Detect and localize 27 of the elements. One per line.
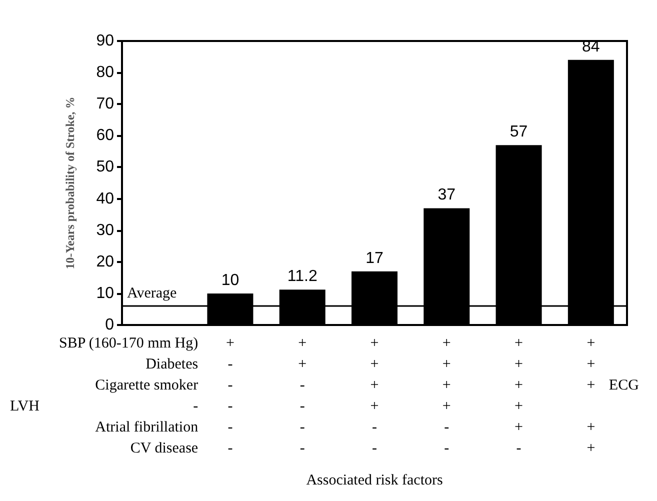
x-tick-label: + - - - - -	[226, 336, 234, 456]
data-label: 17	[366, 250, 384, 267]
y-tick-label: 40	[96, 190, 114, 208]
data-label: 57	[510, 124, 528, 141]
y-tick-label: 80	[96, 64, 114, 82]
text: LVH	[10, 398, 40, 414]
x-tick-label: SBP (160-170 mm Hg) Diabetes Cigarette smoker - Atrial fibrillation CV disease	[59, 336, 199, 456]
x-tick-label: + + - - - -	[298, 336, 307, 456]
data-label: 10	[221, 272, 240, 289]
text: ECG	[608, 378, 640, 394]
data-label: 11.2	[287, 268, 318, 286]
y-axis-title: 10-Years probability of Stroke, %	[63, 96, 77, 270]
ref-line-label: Average	[127, 286, 178, 302]
y-tick-label: 50	[96, 158, 114, 176]
x-tick-label: + + + + - -	[442, 336, 451, 456]
y-tick-label: 60	[96, 127, 114, 144]
x-axis-title: Associated risk factors	[306, 472, 443, 488]
y-tick-label: 0	[105, 316, 114, 334]
y-tick-label: 70	[96, 96, 114, 113]
y-tick-label: 30	[96, 222, 114, 239]
y-tick-label: 20	[96, 253, 114, 270]
x-tick-label: + + + + + -	[514, 336, 524, 456]
x-tick-label: + + + + - -	[370, 336, 379, 456]
y-tick-label: 10	[96, 284, 114, 302]
y-tick-label: 90	[96, 32, 114, 50]
data-label: 37	[438, 186, 456, 204]
category-label: + + + + +	[586, 336, 596, 456]
